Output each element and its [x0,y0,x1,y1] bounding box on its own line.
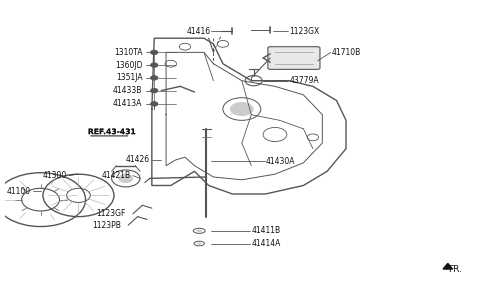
Text: 1310TA: 1310TA [114,48,143,57]
Circle shape [150,76,158,80]
Circle shape [230,102,253,116]
Polygon shape [443,263,453,269]
Text: 41411B: 41411B [252,226,280,235]
Text: 43779A: 43779A [289,76,319,85]
Text: FR.: FR. [448,265,462,273]
Text: 1123PB: 1123PB [92,221,121,230]
FancyBboxPatch shape [268,47,320,69]
Circle shape [150,50,158,55]
Text: 1360JD: 1360JD [115,61,143,69]
Text: 41414A: 41414A [252,239,281,248]
Ellipse shape [197,243,202,245]
Text: 41300: 41300 [42,171,67,180]
Text: 41416: 41416 [187,27,211,36]
Text: 41100: 41100 [7,187,31,196]
Circle shape [150,63,158,67]
Text: 41421B: 41421B [101,171,131,180]
Text: 41710B: 41710B [332,48,361,57]
Text: 41430A: 41430A [265,157,295,166]
Text: 41426: 41426 [125,156,149,164]
Text: REF.43-431: REF.43-431 [88,127,135,136]
Text: 41433B: 41433B [113,86,143,95]
Text: 1123GX: 1123GX [289,27,319,36]
Circle shape [150,102,158,106]
Ellipse shape [196,230,202,232]
Text: 41413A: 41413A [113,100,143,108]
Circle shape [119,174,133,183]
Text: 1351JA: 1351JA [116,73,143,82]
Circle shape [150,88,158,93]
Text: 1123GF: 1123GF [96,209,126,218]
